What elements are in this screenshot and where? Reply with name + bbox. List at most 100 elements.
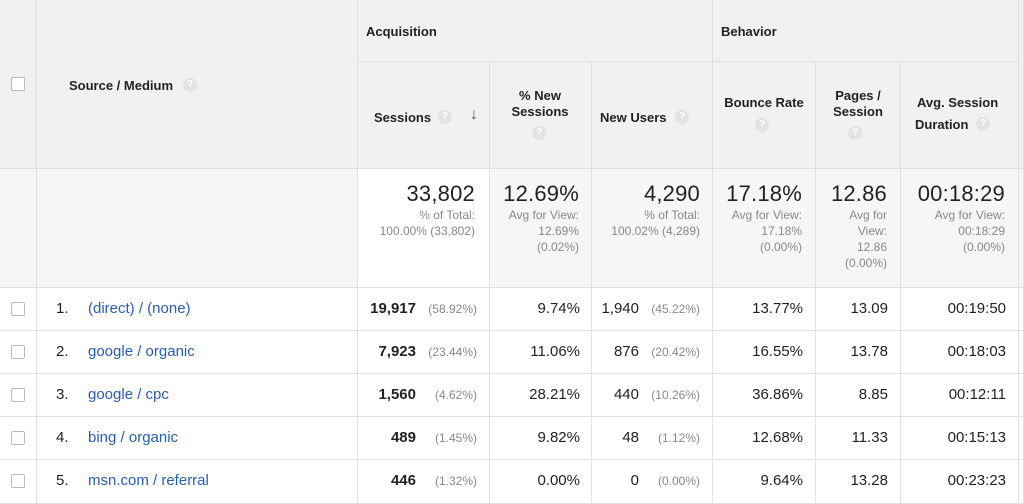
bounce-value: 12.68% — [752, 429, 803, 446]
row-checkbox[interactable] — [11, 302, 25, 316]
totals-sessions-sub1: % of Total: — [419, 208, 475, 222]
help-icon[interactable]: ? — [755, 118, 769, 132]
totals-bounce-sub2: 17.18% — [761, 224, 802, 238]
row-sessions: 446 (1.32%) — [358, 460, 490, 504]
bounce-rate-label: Bounce Rate — [724, 95, 804, 110]
row-pct-new: 0.00% — [490, 460, 592, 504]
row-checkbox[interactable] — [11, 345, 25, 359]
behavior-group-header: Behavior — [713, 0, 1019, 62]
help-icon[interactable]: ? — [183, 78, 197, 92]
row-select-cell — [0, 417, 37, 460]
acquisition-label: Acquisition — [366, 24, 437, 39]
table-row-source: 3. google / cpc — [37, 374, 358, 417]
row-duration: 00:19:50 — [901, 288, 1019, 331]
select-all-header — [0, 0, 37, 169]
row-overflow — [1019, 460, 1024, 504]
totals-pages-sub3: 12.86 — [856, 240, 887, 254]
help-icon[interactable]: ? — [976, 117, 990, 131]
totals-bounce: 17.18% Avg for View: 17.18% (0.00%) — [713, 169, 816, 288]
new-users-pct: (45.22%) — [651, 302, 700, 316]
totals-pages-sub2: View: — [857, 224, 887, 238]
source-medium-header[interactable]: Source / Medium ? — [37, 0, 358, 169]
totals-label-cell — [37, 169, 358, 288]
totals-pages-sub1: Avg for — [849, 208, 887, 222]
row-number: 1. — [56, 300, 69, 317]
source-medium-link[interactable]: bing / organic — [88, 429, 179, 446]
row-pct-new: 9.74% — [490, 288, 592, 331]
table-row-source: 4. bing / organic — [37, 417, 358, 460]
row-duration: 00:15:13 — [901, 417, 1019, 460]
totals-duration: 00:18:29 Avg for View: 00:18:29 (0.00%) — [901, 169, 1019, 288]
row-pages: 8.85 — [816, 374, 901, 417]
row-new-users: 876 (20.42%) — [592, 331, 713, 374]
row-checkbox[interactable] — [11, 474, 25, 488]
totals-pages: 12.86 Avg for View: 12.86 (0.00%) — [816, 169, 901, 288]
row-overflow — [1019, 331, 1024, 374]
row-pages: 11.33 — [816, 417, 901, 460]
totals-sessions: 33,802 % of Total: 100.00% (33,802) — [358, 169, 490, 288]
row-new-users: 48 (1.12%) — [592, 417, 713, 460]
source-medium-link[interactable]: (direct) / (none) — [88, 300, 191, 317]
row-pct-new: 11.06% — [490, 331, 592, 374]
table-row-source: 5. msn.com / referral — [37, 460, 358, 504]
source-medium-label: Source / Medium — [69, 78, 174, 93]
totals-duration-sub2: 00:18:29 — [958, 224, 1005, 238]
row-sessions: 7,923 (23.44%) — [358, 331, 490, 374]
pages-session-label-1: Pages / — [835, 88, 881, 103]
bounce-value: 13.77% — [752, 300, 803, 317]
row-checkbox[interactable] — [11, 388, 25, 402]
row-duration: 00:12:11 — [901, 374, 1019, 417]
pct-new-value: 9.74% — [537, 300, 580, 317]
row-bounce: 9.64% — [713, 460, 816, 504]
row-overflow — [1019, 374, 1024, 417]
totals-overflow — [1019, 169, 1024, 288]
avg-duration-label-1: Avg. Session — [917, 95, 999, 110]
row-overflow — [1019, 288, 1024, 331]
row-sessions: 1,560 (4.62%) — [358, 374, 490, 417]
bounce-value: 9.64% — [760, 472, 803, 489]
row-pct-new: 28.21% — [490, 374, 592, 417]
row-new-users: 440 (10.26%) — [592, 374, 713, 417]
pct-new-sessions-header[interactable]: % New Sessions ? — [490, 62, 592, 169]
new-users-pct: (10.26%) — [651, 388, 700, 402]
pages-value: 13.09 — [850, 300, 888, 317]
row-pages: 13.28 — [816, 460, 901, 504]
help-icon[interactable]: ? — [675, 110, 689, 124]
avg-duration-label-2: Duration — [915, 117, 969, 132]
duration-value: 00:18:03 — [947, 343, 1006, 360]
help-icon[interactable]: ? — [848, 126, 862, 140]
sessions-pct: (4.62%) — [434, 388, 477, 402]
row-bounce: 36.86% — [713, 374, 816, 417]
sessions-pct: (58.92%) — [428, 302, 477, 316]
sessions-value: 489 — [390, 429, 416, 446]
bounce-value: 36.86% — [752, 386, 803, 403]
sort-descending-icon[interactable]: ↓ — [470, 106, 478, 123]
totals-pages-value: 12.86 — [830, 181, 887, 206]
source-medium-link[interactable]: google / cpc — [88, 386, 169, 403]
bounce-rate-header[interactable]: Bounce Rate ? — [713, 62, 816, 169]
help-icon[interactable]: ? — [438, 110, 452, 124]
row-pages: 13.78 — [816, 331, 901, 374]
select-all-checkbox[interactable] — [11, 77, 25, 91]
behavior-label: Behavior — [721, 24, 777, 39]
source-medium-link[interactable]: google / organic — [88, 343, 195, 360]
totals-new-users-sub2: 100.02% (4,289) — [611, 224, 700, 238]
sessions-header[interactable]: Sessions ? ↓ — [358, 62, 490, 169]
totals-sessions-value: 33,802 — [406, 181, 475, 206]
totals-left-cell — [0, 169, 37, 288]
row-number: 5. — [56, 472, 69, 489]
totals-new-users-value: 4,290 — [643, 181, 700, 206]
pct-new-value: 11.06% — [530, 343, 580, 360]
new-users-value: 48 — [622, 429, 639, 446]
row-sessions: 489 (1.45%) — [358, 417, 490, 460]
table-row-source: 2. google / organic — [37, 331, 358, 374]
new-users-header[interactable]: New Users ? — [592, 62, 713, 169]
avg-duration-header[interactable]: Avg. Session Duration ? — [901, 62, 1019, 169]
pages-value: 13.78 — [850, 343, 888, 360]
pages-session-header[interactable]: Pages / Session ? — [816, 62, 901, 169]
totals-pct-new: 12.69% Avg for View: 12.69% (0.02%) — [490, 169, 592, 288]
source-medium-link[interactable]: msn.com / referral — [88, 472, 209, 489]
totals-pages-sub4: (0.00%) — [844, 256, 887, 270]
row-checkbox[interactable] — [11, 431, 25, 445]
help-icon[interactable]: ? — [532, 126, 546, 140]
